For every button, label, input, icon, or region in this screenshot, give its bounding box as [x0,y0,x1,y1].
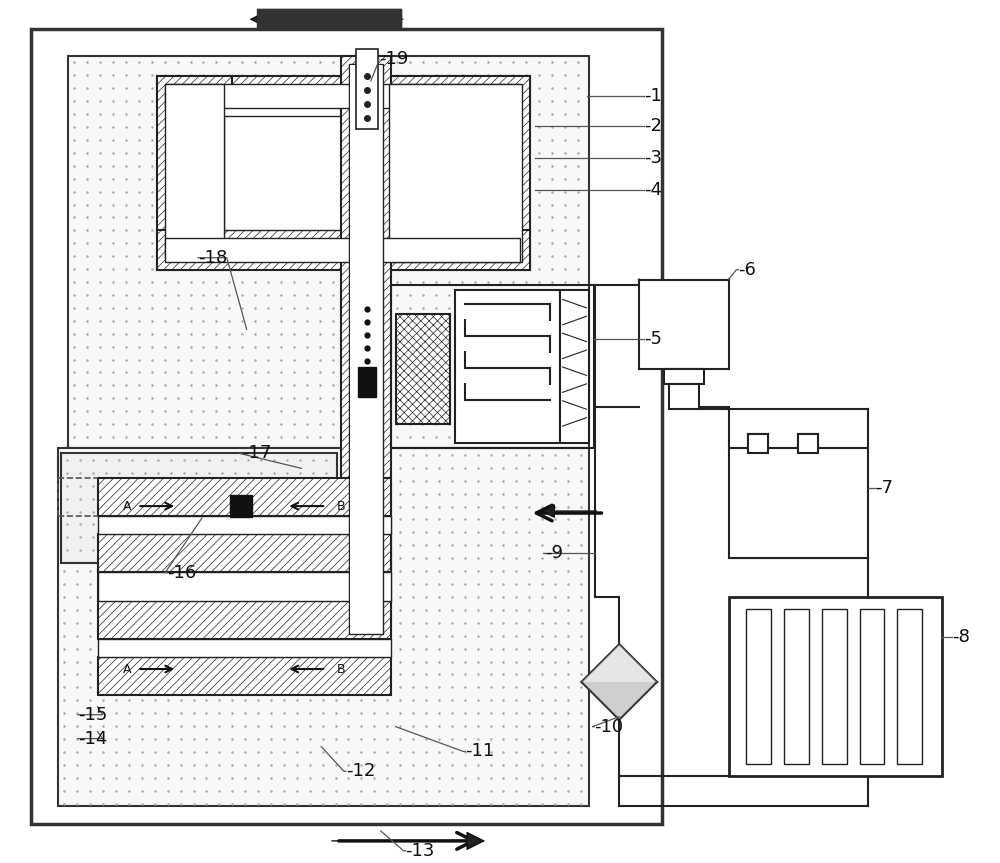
Bar [98,602,391,639]
Bar [798,433,818,453]
Bar [157,76,232,269]
Polygon shape [581,644,657,682]
Bar [230,495,252,517]
Text: -16: -16 [167,564,196,582]
Bar [98,571,391,602]
Text: -17: -17 [242,444,271,463]
Text: -8: -8 [952,628,970,646]
Bar [358,367,376,397]
Bar [639,280,729,369]
Text: -11: -11 [465,742,494,760]
Bar [224,84,383,230]
Bar [98,516,391,534]
Bar [746,609,771,765]
Bar [669,384,699,409]
Bar [165,84,224,258]
Text: -10: -10 [594,718,624,735]
Bar [98,478,391,516]
Text: A: A [123,500,132,513]
Text: -18: -18 [198,249,227,267]
Polygon shape [257,9,401,29]
Bar [341,56,391,642]
Text: -3: -3 [644,149,662,167]
Text: -13: -13 [406,841,435,860]
Bar [381,76,530,269]
Bar [68,56,589,449]
Bar [58,449,589,806]
Polygon shape [581,644,657,720]
Bar [98,657,391,695]
Text: -1: -1 [644,87,662,104]
Bar [455,289,560,444]
Polygon shape [581,682,657,720]
Text: -14: -14 [78,729,107,747]
Text: -5: -5 [644,331,662,348]
Bar [860,609,884,765]
Bar [729,449,868,557]
Bar [729,597,942,777]
Bar [389,84,522,261]
Text: -12: -12 [346,762,375,780]
Text: -2: -2 [644,117,662,135]
Bar [748,433,768,453]
Bar [897,609,922,765]
Text: -15: -15 [78,706,107,724]
Bar [98,516,391,602]
Text: -7: -7 [876,479,894,497]
Bar [31,29,662,824]
Polygon shape [257,9,401,29]
Text: -4: -4 [644,181,662,199]
Bar [98,534,391,571]
Bar [349,64,383,634]
Text: -9: -9 [545,544,563,562]
Bar [165,238,520,261]
Text: B: B [337,663,345,676]
Bar [157,230,530,269]
Bar [391,285,594,449]
Bar [560,289,589,444]
Bar [356,49,378,129]
Bar [165,84,520,108]
Bar [350,65,382,633]
Text: -19: -19 [379,50,408,68]
Bar [98,639,391,657]
Bar [396,314,450,424]
Bar [664,369,704,384]
Bar [784,609,809,765]
Text: B: B [337,500,345,513]
Bar [61,453,337,563]
Text: A: A [123,663,132,676]
Bar [157,76,530,116]
Bar [822,609,847,765]
Text: -6: -6 [738,261,756,279]
Bar [224,116,368,230]
